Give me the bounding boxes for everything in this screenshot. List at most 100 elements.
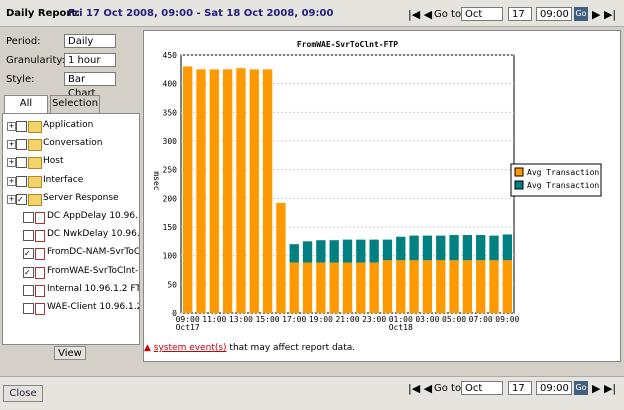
bar	[262, 69, 273, 313]
left-panel: Period: Daily Granularity: 1 hour Style: Bar …	[0, 30, 140, 360]
checkbox[interactable]: ✓	[16, 193, 27, 205]
goto-label: Go to:	[434, 383, 465, 394]
y-tick-label: 50	[167, 280, 177, 289]
folder-icon	[28, 193, 42, 206]
view-button[interactable]: View	[54, 346, 86, 360]
nav-arrows: |◀ ◀	[408, 382, 433, 395]
bar	[356, 262, 366, 313]
bar	[502, 260, 512, 313]
checkbox[interactable]	[23, 284, 34, 296]
event-text: that may affect report data.	[229, 343, 356, 353]
tree-label: DC AppDelay 10.96.1.2	[47, 211, 139, 221]
y-tick-label: 350	[163, 108, 178, 117]
chart-panel: FromWAE-SvrToClnt-FTP msec 0 50 100 150 200 250…	[143, 30, 621, 362]
legend-swatch	[514, 167, 524, 177]
bar	[422, 235, 433, 261]
report-icon	[35, 303, 45, 315]
checkbox[interactable]	[23, 212, 34, 223]
bar	[196, 69, 206, 313]
x-tick-label: 21:00	[335, 315, 359, 324]
tree-label: Server Response	[43, 192, 119, 203]
x-tick-label: 19:00	[309, 315, 333, 324]
y-tick-label: 150	[163, 223, 178, 232]
bar	[249, 69, 259, 313]
y-tick-label: 0	[172, 309, 177, 318]
expander: +	[7, 158, 16, 168]
x-tick-label: 09:00	[495, 315, 519, 324]
report-range: Fri 17 Oct 2008, 09:00 - Sat 18 Oct 2008…	[68, 8, 334, 19]
chart-title: FromWAE-SvrToClnt-FTP	[297, 40, 398, 49]
month-select[interactable]: Oct	[461, 381, 503, 395]
month-select[interactable]: Oct	[461, 7, 503, 21]
legend-swatch	[514, 180, 524, 190]
control-select[interactable]: 1 hour	[64, 53, 116, 67]
x-tick-label: 03:00	[415, 315, 439, 324]
tree-label: Interface	[43, 174, 84, 185]
bar	[369, 239, 379, 263]
bar	[342, 239, 353, 263]
expander: +	[7, 176, 16, 186]
bar	[236, 68, 246, 313]
checkbox[interactable]	[23, 303, 34, 314]
checkbox[interactable]	[16, 121, 27, 132]
day-input[interactable]: 17	[508, 7, 532, 21]
tree-label: Conversation	[43, 138, 103, 149]
y-axis-label: msec	[152, 171, 161, 190]
bar	[369, 262, 379, 313]
bar	[289, 262, 299, 313]
tree-label: Host	[43, 156, 64, 167]
y-tick-label: 300	[163, 137, 178, 146]
y-tick-label: 450	[163, 51, 178, 60]
bar	[316, 262, 326, 313]
bar	[422, 260, 433, 313]
bar	[462, 260, 473, 313]
bar	[409, 260, 419, 313]
close-button[interactable]: Close	[3, 385, 43, 402]
bar	[409, 235, 419, 261]
bar	[436, 235, 446, 261]
control-select[interactable]: Daily	[64, 34, 116, 48]
report-icon	[35, 212, 45, 224]
bar	[302, 241, 313, 263]
checkbox[interactable]: ✓	[23, 266, 34, 278]
x-tick-label: 23:00	[362, 315, 386, 324]
bar	[342, 262, 353, 313]
bar	[449, 260, 459, 313]
bar	[183, 66, 193, 313]
go-button[interactable]: Go	[574, 7, 588, 21]
x-tick-label: 09:00	[176, 315, 200, 324]
day-input[interactable]: 17	[508, 381, 532, 395]
time-select[interactable]: 09:00	[536, 381, 572, 395]
bar	[476, 235, 486, 261]
x-tick-label: 11:00	[202, 315, 226, 324]
bar	[329, 262, 339, 313]
bar	[289, 244, 299, 263]
y-tick-label: 250	[163, 166, 178, 175]
checkbox[interactable]	[16, 175, 27, 187]
expander: +	[7, 122, 16, 131]
bottom-bar: Close |◀ ◀ Go to: Oct 17 09:00 Go ▶ ▶|	[0, 376, 624, 410]
bar	[382, 239, 393, 261]
top-bar: Daily Report: Fri 17 Oct 2008, 09:00 - S…	[0, 0, 624, 27]
bar	[302, 262, 313, 313]
event-link[interactable]: system event(s)	[153, 343, 227, 353]
report-icon	[35, 230, 45, 243]
folder-icon	[28, 121, 42, 133]
tab[interactable]: Selection	[50, 95, 100, 114]
checkbox[interactable]	[16, 157, 27, 169]
control-select[interactable]: Bar Chart	[64, 72, 116, 99]
checkbox[interactable]	[23, 230, 34, 242]
time-select[interactable]: 09:00	[536, 7, 572, 21]
checkbox[interactable]: ✓	[23, 248, 34, 260]
bar	[316, 240, 326, 263]
go-button[interactable]: Go	[574, 381, 588, 395]
folder-icon	[28, 139, 42, 152]
y-tick-label: 400	[163, 80, 178, 89]
expander: +	[7, 194, 16, 204]
bar	[276, 202, 286, 313]
tab[interactable]: All	[4, 95, 48, 114]
bar	[436, 260, 446, 313]
report-icon	[35, 284, 45, 297]
checkbox[interactable]	[16, 139, 27, 151]
tree-label: WAE-Client 10.96.1.2 FT	[47, 302, 140, 312]
